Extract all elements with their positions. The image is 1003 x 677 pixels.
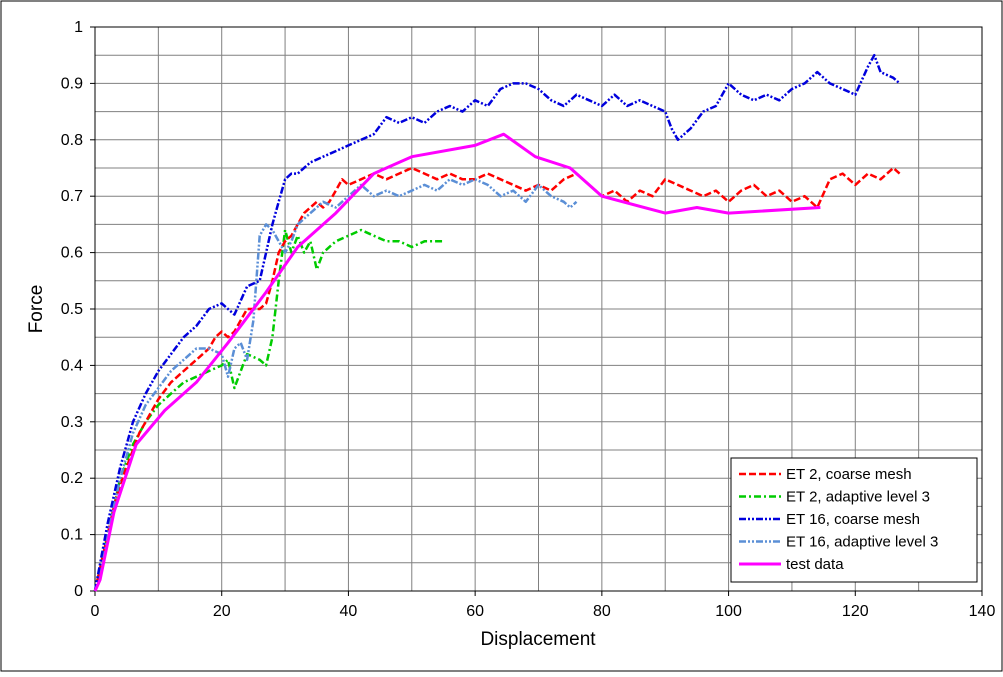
y-tick-label: 1 <box>74 19 83 36</box>
x-tick-label: 120 <box>842 603 869 620</box>
series-line-2 <box>93 53 901 592</box>
y-tick-label: 0.7 <box>61 188 83 205</box>
legend: ET 2, coarse mesh ET 2, adaptive level 3 E… <box>730 457 978 583</box>
x-tick-label: 60 <box>466 603 484 620</box>
x-tick-label: 20 <box>213 603 231 620</box>
x-tick-label: 40 <box>340 603 358 620</box>
legend-label: ET 16, coarse mesh <box>786 511 920 528</box>
y-axis-title: Force <box>26 285 47 334</box>
legend-label: test data <box>786 556 844 573</box>
legend-box <box>730 457 978 583</box>
x-tick-label: 140 <box>969 603 996 620</box>
y-tick-label: 0.2 <box>61 470 83 487</box>
y-axis-ticks: 0 0.1 0.2 0.3 0.4 0.5 0.6 0.7 0.8 0.9 1 <box>61 19 95 600</box>
x-tick-label: 80 <box>593 603 611 620</box>
series-line-1 <box>93 228 444 592</box>
x-axis-ticks: 0 20 40 60 80 100 120 140 <box>91 591 996 620</box>
y-tick-label: 0.9 <box>61 75 83 92</box>
y-tick-label: 0.5 <box>61 301 83 318</box>
y-tick-label: 0.6 <box>61 245 83 262</box>
legend-label: ET 16, adaptive level 3 <box>786 534 938 551</box>
y-tick-label: 0 <box>74 583 83 600</box>
series-line-3 <box>93 178 578 592</box>
x-axis-title: Displacement <box>480 629 596 650</box>
series-line-0 <box>93 166 901 592</box>
y-tick-label: 0.4 <box>61 357 83 374</box>
legend-label: ET 2, coarse mesh <box>786 466 912 483</box>
y-tick-label: 0.3 <box>61 414 83 431</box>
y-tick-label: 0.8 <box>61 132 83 149</box>
series-line-4 <box>93 132 821 592</box>
legend-label: ET 2, adaptive level 3 <box>786 489 930 506</box>
x-tick-label: 100 <box>715 603 742 620</box>
x-tick-label: 0 <box>91 603 100 620</box>
series-layer <box>93 53 901 592</box>
y-tick-label: 0.1 <box>61 527 83 544</box>
